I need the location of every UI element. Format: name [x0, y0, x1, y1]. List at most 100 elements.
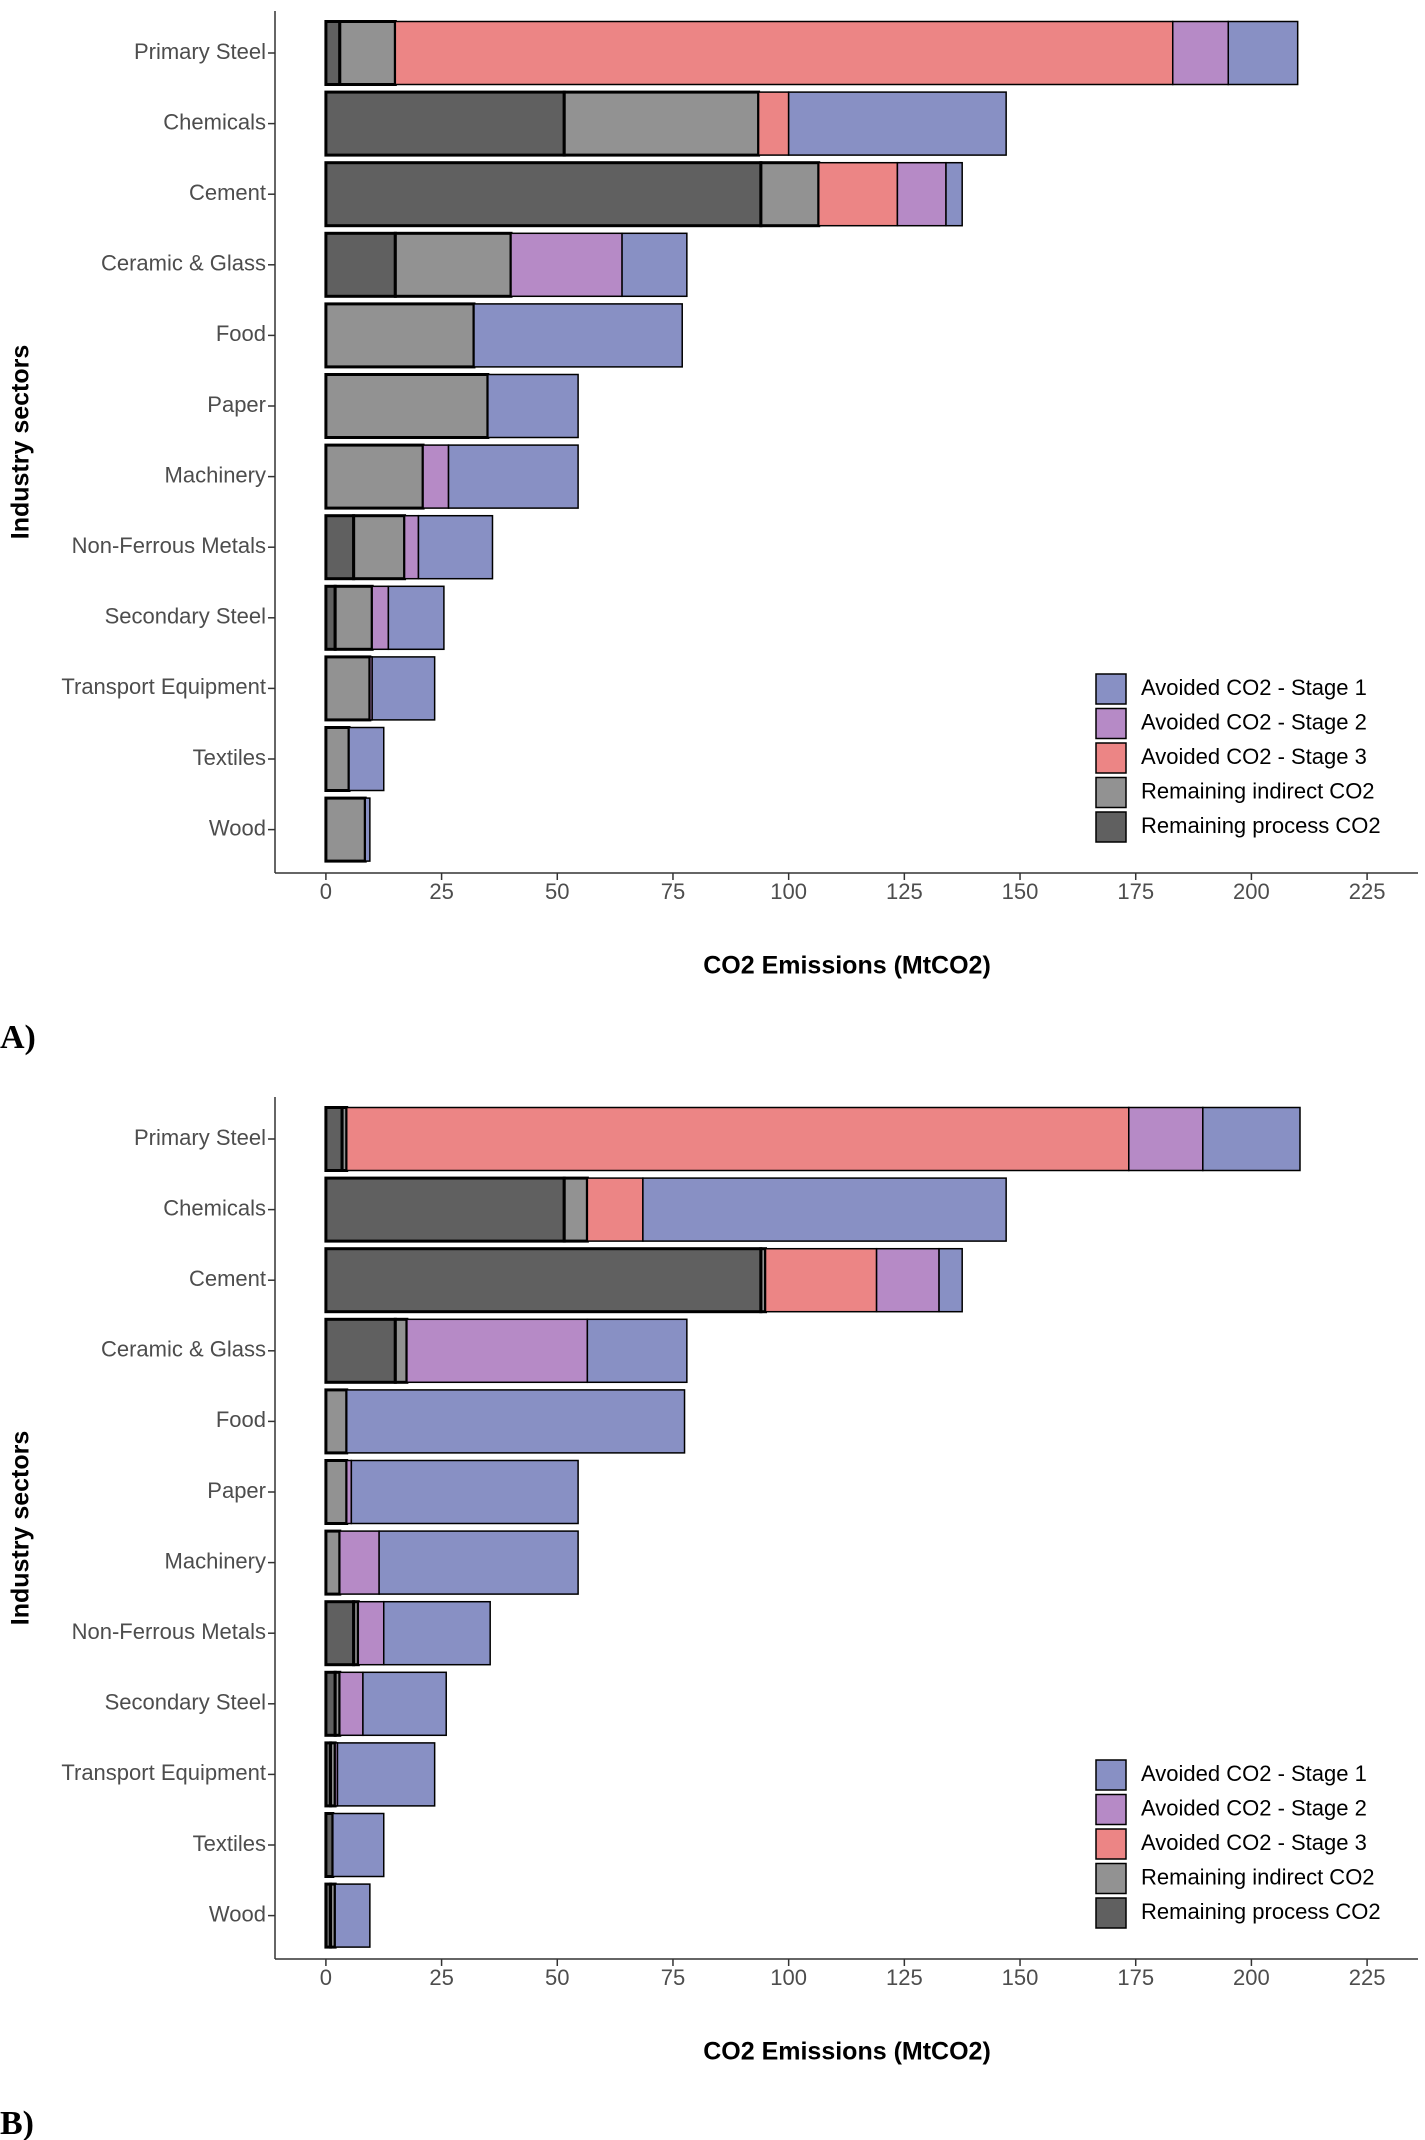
y-tick-label: Primary Steel	[134, 1125, 266, 1150]
x-tick-label: 125	[886, 1965, 923, 1990]
bar-segment	[324, 1529, 342, 1596]
bar-segment	[371, 656, 436, 721]
y-tick-label: Machinery	[165, 1548, 266, 1573]
bar-segment	[324, 1388, 349, 1455]
bar-segment	[510, 232, 623, 298]
bar-segment	[324, 514, 356, 581]
bar-segment	[1128, 1106, 1204, 1172]
bar-segment	[324, 90, 566, 157]
legend-label: Remaining indirect CO2	[1141, 778, 1375, 803]
panel-label: A)	[0, 1019, 36, 1056]
bar-segment	[642, 1177, 1007, 1242]
bar-segment	[382, 1600, 491, 1666]
y-tick-label: Non-Ferrous Metals	[72, 533, 266, 558]
bar-segment	[324, 655, 372, 722]
bar-segment	[324, 231, 397, 298]
bar-segment	[357, 1600, 385, 1666]
y-tick-label: Primary Steel	[134, 39, 266, 64]
bar-segment	[333, 584, 374, 651]
bar-segment	[324, 1317, 397, 1384]
y-tick-label: Secondary Steel	[105, 1690, 266, 1715]
bar-segment	[352, 514, 407, 581]
bar-segment	[422, 444, 450, 509]
bar-segment	[324, 1176, 566, 1243]
bar-segment	[875, 1247, 940, 1313]
legend-swatch	[1095, 1828, 1127, 1860]
bar-segment	[371, 585, 390, 651]
bar-segment	[334, 1883, 371, 1948]
y-tick-label: Machinery	[165, 462, 266, 487]
bar-segment	[757, 91, 790, 156]
legend-swatch	[1095, 1897, 1127, 1929]
bar-segment	[324, 302, 476, 369]
legend-label: Avoided CO2 - Stage 1	[1141, 1761, 1367, 1786]
legend-swatch	[1095, 811, 1127, 843]
bar-segment	[339, 1530, 380, 1595]
bar-segment	[759, 161, 821, 228]
x-tick-label: 0	[320, 879, 332, 904]
bar-segment	[336, 1742, 436, 1807]
bar-segment	[393, 231, 513, 298]
bar-segment	[1227, 20, 1299, 86]
y-tick-label: Non-Ferrous Metals	[72, 1619, 266, 1644]
bar-segment	[562, 90, 761, 157]
bar-segment	[562, 1176, 589, 1243]
bar-segment	[817, 161, 899, 227]
y-axis-title: Industry sectors	[7, 1431, 35, 1626]
y-tick-label: Food	[216, 321, 266, 346]
x-tick-label: 50	[545, 879, 569, 904]
legend-swatch	[1095, 673, 1127, 705]
bar-segment	[403, 514, 420, 580]
bar-segment	[938, 1247, 963, 1313]
x-axis-title: CO2 Emissions (MtCO2)	[703, 952, 991, 980]
y-tick-label: Cement	[189, 1266, 266, 1291]
bar-segment	[487, 373, 579, 439]
y-tick-label: Chemicals	[163, 1195, 266, 1220]
bar-segment	[621, 232, 688, 298]
x-tick-label: 50	[545, 1965, 569, 1990]
bar-segment	[945, 161, 963, 227]
x-tick-label: 25	[429, 1965, 453, 1990]
bar-segment	[324, 1459, 349, 1525]
y-tick-label: Chemicals	[163, 109, 266, 134]
x-tick-label: 0	[320, 1965, 332, 1990]
y-tick-label: Paper	[207, 1478, 266, 1503]
legend-swatch	[1095, 1862, 1127, 1895]
bar-segment	[324, 796, 367, 863]
y-tick-label: Wood	[209, 815, 266, 840]
x-tick-label: 225	[1349, 1965, 1386, 1990]
legend-swatch	[1095, 1793, 1127, 1826]
bar-segment	[362, 1671, 447, 1737]
x-tick-label: 100	[770, 1965, 807, 1990]
legend-label: Avoided CO2 - Stage 2	[1141, 1795, 1367, 1820]
x-tick-label: 75	[661, 879, 685, 904]
bar-segment	[324, 20, 342, 86]
bar-segment	[339, 1671, 364, 1737]
x-tick-label: 225	[1349, 879, 1386, 904]
bar-segment	[324, 373, 490, 439]
legend-swatch	[1095, 742, 1127, 774]
bar-segment	[345, 1106, 1130, 1172]
panel-label: B)	[0, 2105, 34, 2140]
bar-segment	[387, 585, 445, 651]
bar-segment	[324, 1812, 335, 1878]
bar-segment	[586, 1318, 688, 1384]
bar-segment	[787, 91, 1007, 156]
bar-segment	[345, 1389, 686, 1454]
bar-segment	[417, 514, 494, 580]
bar-segment	[896, 161, 947, 227]
legend-swatch	[1095, 707, 1127, 740]
bar-segment	[473, 303, 683, 368]
legend-label: Remaining indirect CO2	[1141, 1864, 1375, 1889]
bar-segment	[324, 443, 425, 510]
legend-label: Avoided CO2 - Stage 3	[1141, 744, 1367, 769]
y-tick-label: Ceramic & Glass	[101, 251, 266, 276]
y-tick-label: Transport Equipment	[61, 1760, 266, 1785]
x-tick-label: 100	[770, 879, 807, 904]
y-tick-label: Transport Equipment	[61, 674, 266, 699]
y-tick-label: Textiles	[193, 1831, 266, 1856]
bar-segment	[406, 1318, 589, 1384]
bar-segment	[764, 1247, 878, 1313]
